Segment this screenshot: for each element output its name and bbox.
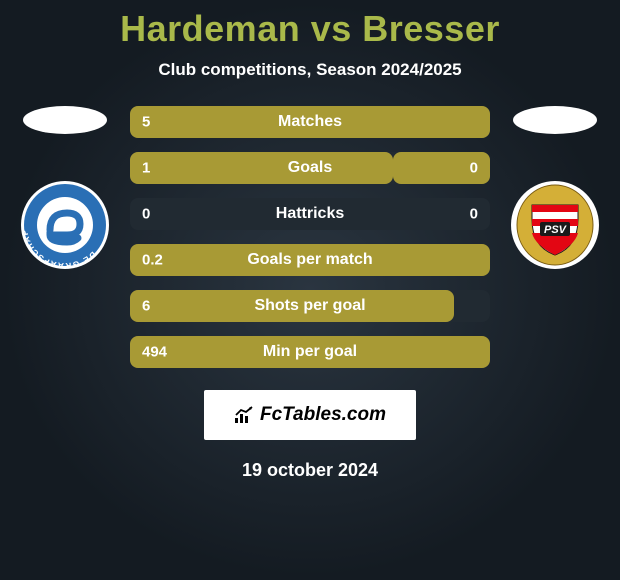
stat-value-left: 0.2	[142, 252, 163, 269]
subtitle: Club competitions, Season 2024/2025	[158, 60, 461, 80]
stat-row: 5 Matches	[130, 106, 490, 138]
comparison-chart: DE GRAAFSCHAP 5 Matches 1 0 Goals 0 0 Hattricks…	[0, 106, 620, 368]
right-team-column: PSV	[490, 106, 620, 270]
page-title: Hardeman vs Bresser	[120, 8, 500, 50]
date-text: 19 october 2024	[242, 460, 378, 481]
right-team-badge: PSV	[510, 180, 600, 270]
stat-row: 1 0 Goals	[130, 152, 490, 184]
stat-value-left: 0	[142, 206, 150, 223]
stat-label: Shots per goal	[254, 297, 365, 315]
bar-left	[130, 152, 393, 184]
stat-value-right: 0	[470, 160, 478, 177]
stat-label: Hattricks	[276, 205, 344, 223]
attribution-text: FcTables.com	[260, 404, 386, 426]
stat-label: Goals per match	[247, 251, 372, 269]
stat-bars: 5 Matches 1 0 Goals 0 0 Hattricks 0.2 Goals per m…	[130, 106, 490, 368]
left-team-badge: DE GRAAFSCHAP	[20, 180, 110, 270]
stat-label: Matches	[278, 113, 342, 131]
chart-icon	[234, 406, 254, 424]
stat-row: 0 0 Hattricks	[130, 198, 490, 230]
stat-label: Goals	[288, 159, 332, 177]
stat-row: 494 Min per goal	[130, 336, 490, 368]
stat-value-left: 1	[142, 160, 150, 177]
attribution-badge: FcTables.com	[204, 390, 416, 440]
svg-text:PSV: PSV	[544, 224, 568, 236]
stat-row: 0.2 Goals per match	[130, 244, 490, 276]
left-team-column: DE GRAAFSCHAP	[0, 106, 130, 270]
stat-value-left: 5	[142, 114, 150, 131]
stat-value-left: 494	[142, 344, 167, 361]
stat-value-left: 6	[142, 298, 150, 315]
stat-label: Min per goal	[263, 343, 357, 361]
left-flag-icon	[23, 106, 107, 134]
stat-row: 6 Shots per goal	[130, 290, 490, 322]
right-flag-icon	[513, 106, 597, 134]
stat-value-right: 0	[470, 206, 478, 223]
